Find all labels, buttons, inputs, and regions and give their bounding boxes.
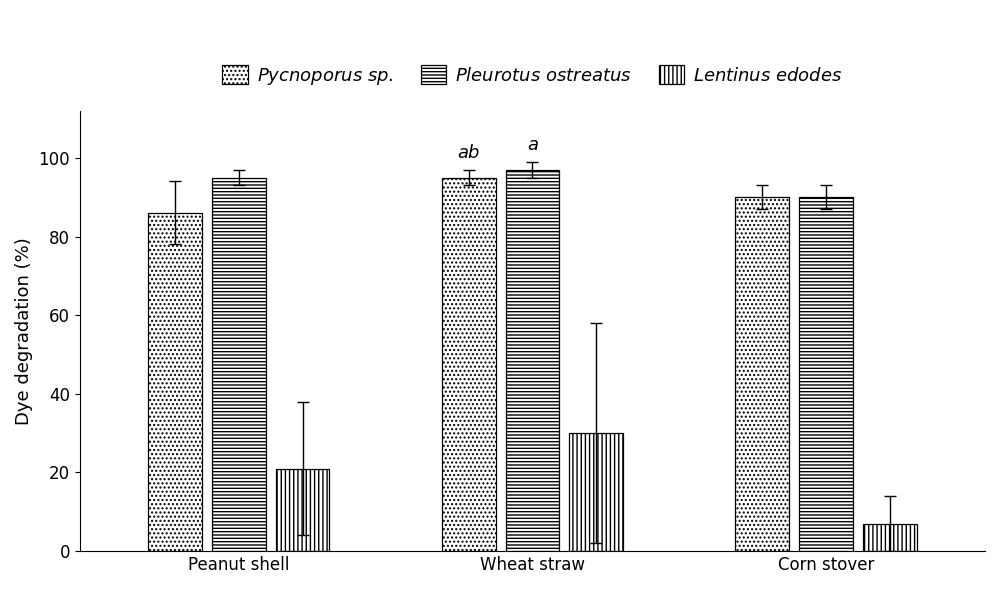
- Text: ab: ab: [458, 144, 480, 162]
- Bar: [569, 433, 623, 551]
- Bar: [212, 177, 266, 551]
- Bar: [799, 197, 853, 551]
- Bar: [148, 213, 202, 551]
- Bar: [735, 197, 789, 551]
- Legend: $\it{Pycnoporus}$ $\it{sp.}$, $\it{Pleurotus}$ $\it{ostreatus}$, $\it{Lentinus}$: $\it{Pycnoporus}$ $\it{sp.}$, $\it{Pleur…: [215, 58, 850, 94]
- Bar: [276, 469, 329, 551]
- Y-axis label: Dye degradation (%): Dye degradation (%): [15, 237, 33, 425]
- Bar: [863, 524, 917, 551]
- Text: a: a: [527, 136, 538, 154]
- Bar: [506, 170, 559, 551]
- Bar: [442, 177, 496, 551]
